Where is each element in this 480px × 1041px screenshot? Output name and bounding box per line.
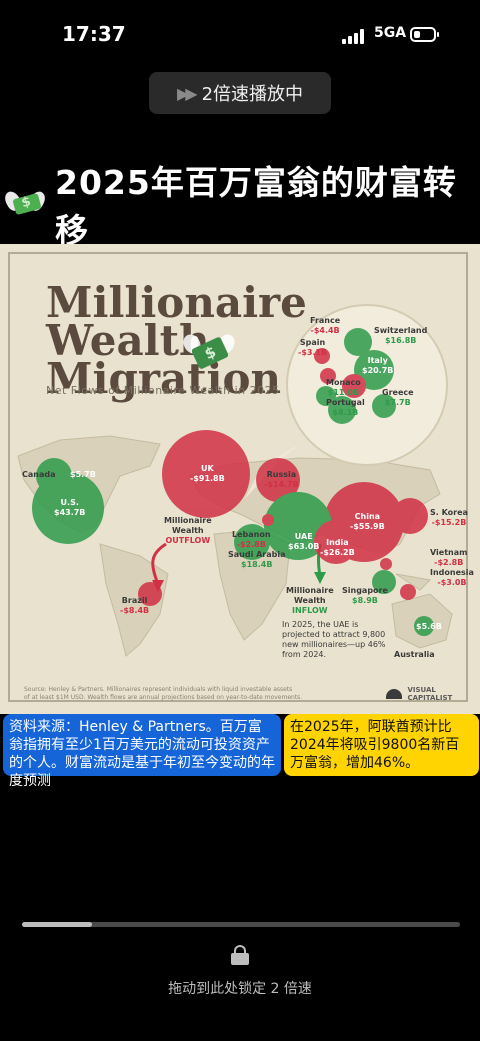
europe-inset [286,304,448,466]
label-spain: Spain -$3.1B [298,338,328,357]
network-type: 5GA [374,25,407,41]
label-singapore: Singapore $8.9B [342,586,388,605]
label-vietnam: Vietnam -$2.8B [430,548,468,567]
label-france: France -$4.4B [310,316,341,335]
lock-icon[interactable] [231,945,249,965]
label-uk: UK -$91.8B [190,464,225,483]
label-greece: Greece $7.7B [382,388,414,407]
label-monaco: Monaco $11.0B [326,378,361,397]
flying-money-icon [180,331,238,372]
video-headline: 2025年百万富翁的财富转移 [1,163,480,250]
fast-forward-icon: ▶▶ [176,83,198,103]
uae-note: In 2025, the UAE is projected to attract … [282,620,386,659]
playback-speed-indicator: ▶▶ 2倍速播放中 [149,72,331,114]
label-inflow: Millionaire Wealth INFLOW [286,586,334,615]
infographic-frame [8,252,468,702]
video-progress-bar[interactable] [22,922,460,927]
label-switzerland: Switzerland $16.8B [374,326,428,345]
label-australia: Australia [394,650,435,659]
label-russia: Russia -$14.7B [264,470,299,489]
signal-icon [342,29,366,44]
label-italy: Italy $20.7B [362,356,394,375]
value-australia: $5.6B [416,622,442,631]
label-lebanon: Lebanon -$2.8B [232,530,271,549]
label-india: India -$26.2B [320,538,355,557]
label-brazil: Brazil -$8.4B [120,596,150,615]
headline-title: 2025年百万富翁的财富转移 [55,163,457,250]
infographic-image: Millionaire Wealth Migration Net Flows o… [0,244,480,714]
battery-icon [410,27,439,42]
infographic-subtitle: Net Flows of Millionaire Wealth in 2025 [46,384,280,397]
uae-caption: 在2025年，阿联酋预计比2024年将吸引9800名新百万富翁，增加46%。 [284,714,479,776]
status-bar: 17:37 5GA [0,0,480,70]
world-map [17,430,453,657]
value-canada: $5.7B [70,470,96,479]
label-indonesia: Indonesia -$3.0B [430,568,474,587]
visual-capitalist-logo: VISUAL CAPITALIST [386,686,452,702]
label-canada: Canada [22,470,56,479]
label-portugal: Portugal $8.1B [326,398,365,417]
label-outflow: Millionaire Wealth OUTFLOW [164,516,212,545]
status-time: 17:37 [62,22,126,46]
infographic-title: Millionaire Wealth Migration [46,278,307,403]
money-with-wings-icon [1,187,49,221]
label-china: China -$55.9B [350,512,385,531]
speed-label: 2倍速播放中 [201,84,304,105]
progress-fill [22,922,93,927]
source-caption: 资料来源：Henley & Partners。百万富翁指拥有至少1百万美元的流动… [3,714,281,789]
label-skorea: S. Korea -$15.2B [430,508,468,527]
label-uae: UAE $63.0B [288,532,320,551]
label-saudi: Saudi Arabia $18.4B [228,550,286,569]
lock-speed-hint: 拖动到此处锁定 2 倍速 [168,981,312,997]
label-us: U.S. $43.7B [54,498,86,517]
vc-logo-icon [386,689,402,699]
source-note: Source: Henley & Partners. Millionaires … [24,686,303,701]
